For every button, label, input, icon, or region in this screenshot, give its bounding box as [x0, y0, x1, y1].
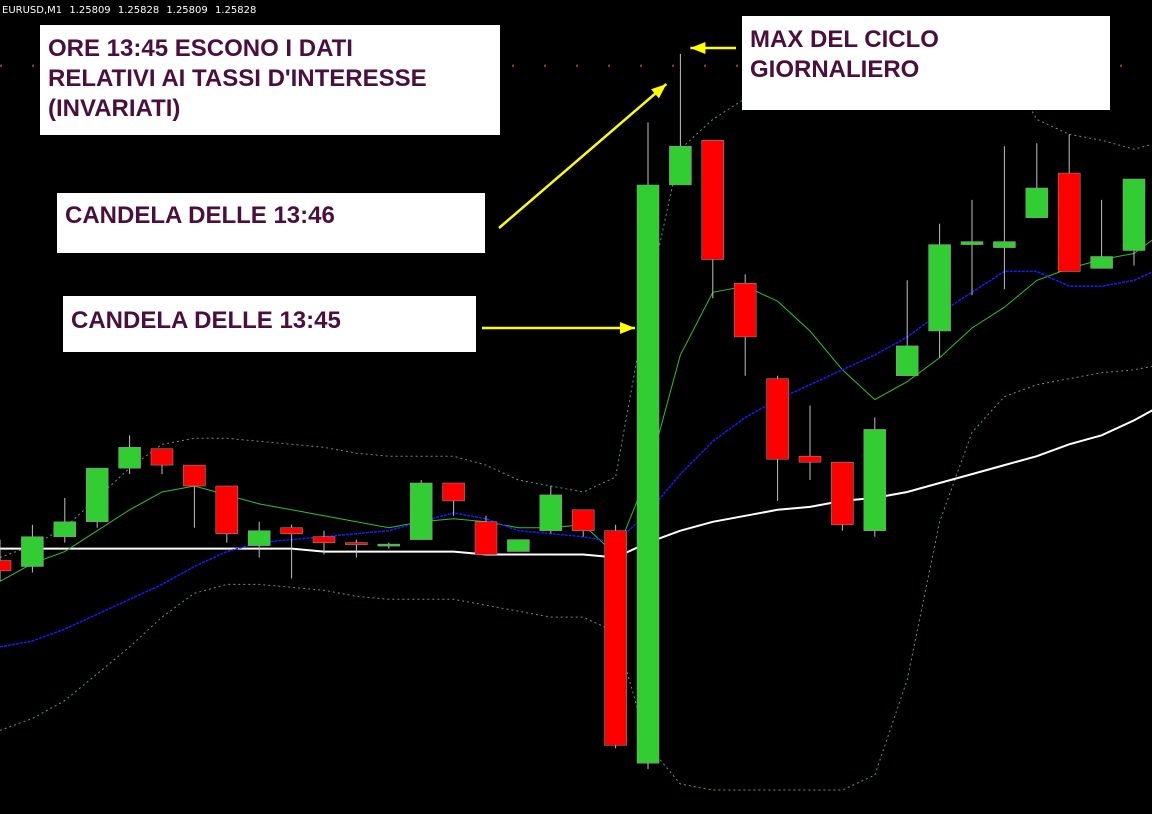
candle-body	[863, 429, 887, 531]
candle-body	[733, 283, 757, 338]
candle-body	[377, 543, 401, 547]
note-line: RELATIVI AI TASSI D'INTERESSE	[48, 65, 427, 92]
candle-body	[409, 482, 433, 540]
note-line: MAX DEL CICLO	[750, 26, 939, 53]
arrow-head	[620, 322, 635, 334]
candle-body	[571, 509, 595, 531]
arrow-shaft	[498, 83, 668, 229]
candle-body	[474, 521, 498, 555]
candle-body	[1025, 187, 1049, 219]
note-line: GIORNALIERO	[750, 56, 920, 83]
candle-body	[150, 448, 174, 466]
arrow-head	[651, 84, 667, 99]
candle-body	[701, 140, 725, 260]
candle-body	[183, 464, 206, 487]
white-ma-line	[0, 409, 1152, 559]
candle-body	[507, 539, 530, 552]
candle-body	[280, 527, 303, 534]
candle-body	[0, 560, 12, 572]
interest-rate-note: ORE 13:45 ESCONO I DATI RELATIVI AI TASS…	[40, 25, 500, 135]
quote-open: 1.25809	[69, 5, 111, 16]
candle-body	[895, 345, 919, 376]
note-line: (INVARIATI)	[48, 95, 181, 122]
note-line: CANDELA DELLE 13:46	[65, 202, 335, 229]
arrow-to-1346-candle	[498, 83, 668, 229]
candle-body	[442, 482, 465, 502]
symbol-header: EURUSD,M1 1.25809 1.25828 1.25809 1.2582…	[2, 5, 260, 16]
candle-body	[1122, 178, 1146, 251]
note-line: ORE 13:45 ESCONO I DATI	[48, 35, 353, 62]
candle-body	[1057, 172, 1081, 272]
candle-body	[345, 542, 368, 545]
candle-body	[539, 494, 563, 531]
candle-body	[766, 378, 789, 460]
daily-max-note: MAX DEL CICLO GIORNALIERO	[742, 16, 1110, 110]
candle-body	[636, 184, 660, 764]
candle-body	[669, 145, 692, 186]
candle-body	[312, 536, 336, 543]
candle-body	[21, 536, 44, 567]
note-line: CANDELA DELLE 13:45	[71, 307, 341, 334]
candle-body	[928, 244, 951, 332]
candle-1346-note: CANDELA DELLE 13:46	[57, 193, 485, 253]
lower-band-line	[0, 365, 1152, 791]
candle-body	[247, 530, 271, 546]
quote-close: 1.25828	[214, 5, 257, 16]
candle-1345-note: CANDELA DELLE 13:45	[63, 296, 476, 352]
candle-body	[118, 447, 141, 469]
candle-body	[993, 241, 1016, 248]
arrow-head	[690, 42, 706, 54]
arrow-to-1345-candle	[482, 322, 635, 334]
arrow-to-daily-max	[690, 42, 736, 54]
candle-body	[53, 521, 77, 537]
candle-body	[604, 530, 627, 746]
candle-body	[1090, 256, 1113, 269]
symbol-label: EURUSD,M1	[2, 5, 63, 16]
candle-body	[85, 467, 109, 522]
quote-low: 1.25809	[166, 5, 208, 16]
candle-body	[215, 485, 239, 534]
quote-high: 1.25828	[117, 5, 160, 16]
candle-body	[798, 455, 822, 463]
candle-body	[960, 241, 984, 245]
candle-body	[831, 461, 854, 526]
